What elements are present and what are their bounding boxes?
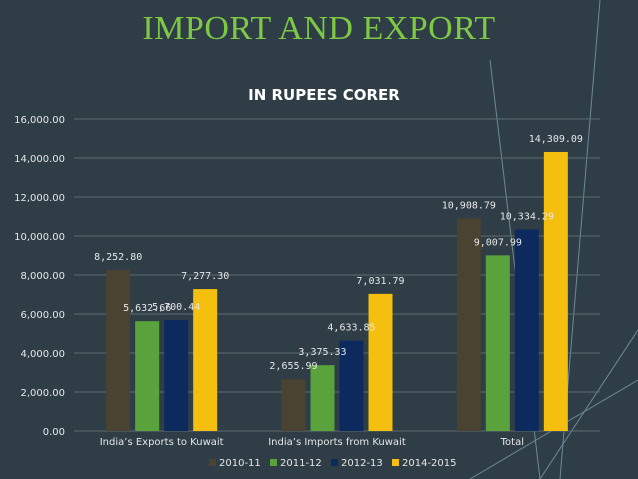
bar [485, 255, 510, 431]
data-label: 4,633.85 [327, 323, 375, 334]
x-tick-label: Total [500, 437, 524, 448]
y-tick-label: 16,000.00 [14, 115, 65, 126]
data-label: 2,655.99 [269, 361, 317, 372]
data-label: 3,375.33 [298, 347, 346, 358]
data-label: 5,700.44 [152, 302, 200, 313]
bar [456, 218, 481, 431]
legend: 2010-11 2011-12 2012-13 2014-2015 [209, 458, 457, 469]
bar [193, 289, 218, 431]
bar [310, 365, 335, 431]
data-labels: 8,252.80 5,632.665,700.44 7,277.30 2,655.99… [94, 134, 583, 372]
y-tick-label: 12,000.00 [14, 193, 65, 204]
y-tick-label: 4,000.00 [20, 349, 65, 360]
y-tick-label: 2,000.00 [20, 388, 65, 399]
bar [281, 379, 306, 431]
gridlines [74, 118, 600, 432]
bar [106, 270, 131, 431]
data-label: 8,252.80 [94, 252, 142, 263]
legend-label: 2012-13 [341, 458, 383, 469]
legend-label: 2010-11 [219, 458, 261, 469]
data-label: 5,632.66 [123, 303, 171, 314]
bar [164, 319, 189, 431]
y-tick-label: 6,000.00 [20, 310, 65, 321]
data-label: 10,908.79 [442, 200, 496, 211]
slide-title: IMPORT AND EXPORT [142, 10, 496, 47]
x-tick-label: India’s Exports to Kuwait [100, 437, 224, 448]
legend-swatch [270, 459, 277, 466]
x-axis: India’s Exports to Kuwait India’s Imports… [100, 437, 524, 448]
y-tick-label: 14,000.00 [14, 154, 65, 165]
legend-label: 2014-2015 [402, 458, 457, 469]
bar [339, 340, 364, 431]
y-tick-label: 10,000.00 [14, 232, 65, 243]
legend-label: 2011-12 [280, 458, 322, 469]
y-tick-label: 0.00 [43, 427, 65, 438]
data-label: 9,007.99 [474, 237, 522, 248]
data-label: 7,277.30 [181, 271, 229, 282]
data-label: 10,334.29 [500, 211, 554, 222]
bars [106, 151, 568, 431]
bar [368, 293, 393, 431]
data-label: 14,309.09 [529, 134, 583, 145]
bar [543, 151, 568, 431]
bar [514, 229, 539, 431]
legend-swatch [392, 459, 399, 466]
x-tick-label: India’s Imports from Kuwait [268, 437, 406, 448]
y-axis: 0.00 2,000.00 4,000.00 6,000.00 8,000.00 10,0… [14, 115, 65, 438]
y-tick-label: 8,000.00 [20, 271, 65, 282]
bar [135, 321, 160, 431]
chart-title: IN RUPEES CORER [248, 86, 400, 104]
legend-swatch [331, 459, 338, 466]
legend-swatch [209, 459, 216, 466]
data-label: 7,031.79 [356, 276, 404, 287]
